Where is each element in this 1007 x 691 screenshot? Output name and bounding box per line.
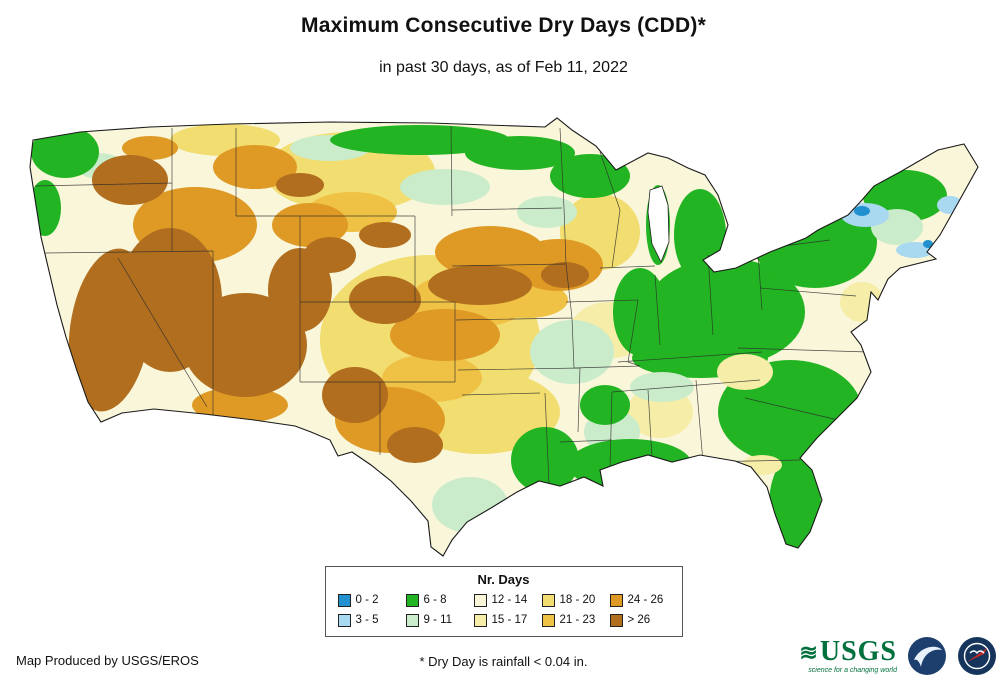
legend-swatch <box>405 613 419 627</box>
map-region <box>541 262 589 288</box>
noaa-logo <box>908 637 946 675</box>
map-region <box>322 367 388 423</box>
legend-swatch <box>541 593 555 607</box>
map-region <box>550 154 630 198</box>
map-region <box>769 455 821 555</box>
map-region <box>511 427 579 493</box>
legend-swatch <box>473 613 487 627</box>
map-region <box>854 206 870 216</box>
map-region <box>192 387 288 423</box>
legend-item: 24 - 26 <box>609 591 670 609</box>
map-region <box>937 196 963 214</box>
legend-swatch <box>541 613 555 627</box>
map-region <box>568 439 692 491</box>
legend-item: 6 - 8 <box>405 591 466 609</box>
conus-outline <box>29 117 979 557</box>
legend-label: 6 - 8 <box>423 594 447 606</box>
legend-label: 21 - 23 <box>559 614 596 626</box>
map-region <box>122 136 178 160</box>
legend-item: 15 - 17 <box>473 611 534 629</box>
map-region <box>183 293 307 397</box>
map-region <box>359 222 411 248</box>
lake-michigan <box>647 185 670 263</box>
legend-grid: 0 - 2 3 - 5 6 - 8 9 - 11 12 - 14 15 - 17… <box>337 591 670 629</box>
legend-label: 18 - 20 <box>559 594 596 606</box>
map-region <box>304 237 356 273</box>
legend-label: 12 - 14 <box>491 594 528 606</box>
legend-item: > 26 <box>609 611 670 629</box>
producer-credit: Map Produced by USGS/EROS <box>16 653 199 668</box>
page-title: Maximum Consecutive Dry Days (CDD)* <box>301 14 706 37</box>
legend-item: 21 - 23 <box>541 611 602 629</box>
legend-title: Nr. Days <box>477 572 530 587</box>
map-region <box>717 354 773 390</box>
map-region <box>845 168 895 192</box>
legend-swatch <box>473 593 487 607</box>
map-region <box>923 240 933 248</box>
map-region <box>330 125 510 155</box>
map-region <box>742 455 782 475</box>
map-region <box>517 196 577 228</box>
legend-item: 0 - 2 <box>337 591 398 609</box>
page-subtitle: in past 30 days, as of Feb 11, 2022 <box>379 59 628 76</box>
map-region <box>465 136 575 170</box>
nws-logo <box>958 637 996 675</box>
legend-label: 15 - 17 <box>491 614 528 626</box>
map-region <box>213 145 297 189</box>
map-region <box>840 282 884 322</box>
legend-label: 0 - 2 <box>355 594 379 606</box>
map-region <box>387 427 443 463</box>
agency-logos: ≋ USGS science for a changing world <box>799 636 997 676</box>
legend-swatch <box>337 613 351 627</box>
usgs-logo-text: USGS <box>819 636 897 667</box>
map-region <box>613 268 667 356</box>
map-region <box>530 320 614 384</box>
map-region <box>390 309 500 361</box>
usgs-tagline: science for a changing world <box>808 667 897 674</box>
legend-label: > 26 <box>627 614 651 626</box>
map-region <box>349 276 421 324</box>
dry-day-footnote: * Dry Day is rainfall < 0.04 in. <box>419 654 588 669</box>
legend-item: 9 - 11 <box>405 611 466 629</box>
legend: Nr. Days 0 - 2 3 - 5 6 - 8 9 - 11 12 - 1… <box>324 566 683 637</box>
legend-swatch <box>609 613 623 627</box>
legend-swatch <box>405 593 419 607</box>
state-borders <box>34 125 869 485</box>
map-region <box>276 173 324 197</box>
legend-swatch <box>609 593 623 607</box>
map-region <box>400 169 490 205</box>
legend-label: 24 - 26 <box>627 594 664 606</box>
map-region <box>428 265 532 305</box>
map-region <box>31 126 99 178</box>
usgs-wave-icon: ≋ <box>799 640 818 665</box>
legend-label: 3 - 5 <box>355 614 379 626</box>
map-region <box>580 385 630 425</box>
legend-label: 9 - 11 <box>423 614 453 626</box>
legend-item: 18 - 20 <box>541 591 602 609</box>
legend-item: 3 - 5 <box>337 611 398 629</box>
map-region <box>272 203 348 247</box>
map-region <box>92 155 168 205</box>
map-regions <box>30 118 978 556</box>
legend-item: 12 - 14 <box>473 591 534 609</box>
legend-swatch <box>337 593 351 607</box>
usgs-logo: ≋ USGS science for a changing world <box>799 636 897 675</box>
map-region <box>630 372 694 402</box>
